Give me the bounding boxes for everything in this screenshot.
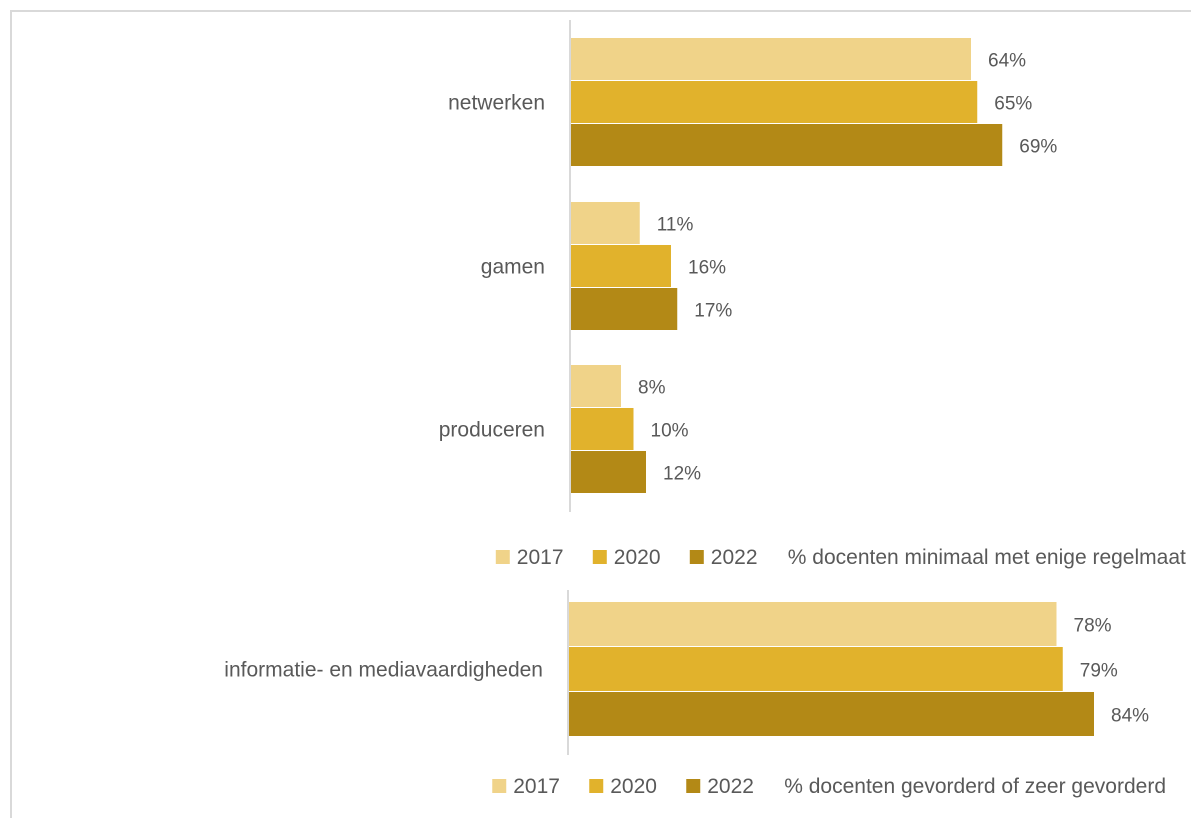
legend-swatch-2022 [686, 779, 701, 793]
value-label-informatie-en-mediavaardigheden-2017: 78% [1074, 616, 1112, 637]
legend-label-2017: 2017 [517, 546, 564, 569]
bar-netwerken-2017 [571, 38, 971, 80]
chart-2: informatie- en mediavaardigheden 78% 79% 84… [224, 590, 1166, 798]
value-label-informatie-en-mediavaardigheden-2022: 84% [1111, 706, 1149, 727]
value-label-gamen-2022: 17% [694, 301, 732, 322]
legend-note: % docenten gevorderd of zeer gevorderd [784, 775, 1166, 798]
bar-gamen-2020 [571, 245, 671, 287]
bar-netwerken-2020 [571, 81, 978, 123]
category-label-gamen: gamen [481, 256, 545, 279]
bar-produceren-2017 [571, 365, 621, 407]
value-label-produceren-2020: 10% [651, 421, 689, 442]
bar-produceren-2022 [571, 451, 646, 493]
bar-gamen-2022 [571, 288, 678, 330]
value-label-netwerken-2020: 65% [994, 94, 1032, 115]
legend-label-2020: 2020 [610, 775, 657, 798]
bar-gamen-2017 [571, 202, 640, 244]
legend-label-2020: 2020 [614, 546, 661, 569]
value-label-gamen-2017: 11% [657, 215, 694, 236]
chart-1: netwerken 64% 65% 69% gamen 11% 16% 17% producer… [439, 20, 1186, 569]
legend-label-2022: 2022 [711, 546, 758, 569]
value-label-netwerken-2017: 64% [988, 51, 1026, 72]
frame-top-border [10, 10, 1191, 12]
legend-swatch-2017 [492, 779, 507, 793]
value-label-gamen-2020: 16% [688, 258, 726, 279]
legend-1: 2017 2020 2022 % docenten minimaal met enig… [495, 546, 1186, 569]
category-label-produceren: produceren [439, 419, 545, 442]
value-label-produceren-2017: 8% [638, 378, 666, 399]
category-label-netwerken: netwerken [448, 92, 545, 115]
value-label-informatie-en-mediavaardigheden-2020: 79% [1080, 661, 1118, 682]
frame-left-border [10, 10, 12, 818]
bar-netwerken-2022 [571, 124, 1003, 166]
bar-informatie-en-mediavaardigheden-2020 [569, 647, 1063, 691]
value-label-netwerken-2022: 69% [1019, 137, 1057, 158]
legend-label-2017: 2017 [513, 775, 560, 798]
value-label-produceren-2022: 12% [663, 464, 701, 485]
bar-informatie-en-mediavaardigheden-2022 [569, 692, 1094, 736]
legend-2: 2017 2020 2022 % docenten gevorderd of zeer… [492, 775, 1166, 798]
bar-informatie-en-mediavaardigheden-2017 [569, 602, 1057, 646]
legend-note: % docenten minimaal met enige regelmaat [788, 546, 1186, 569]
category-label-informatie-en-mediavaardigheden: informatie- en mediavaardigheden [224, 659, 543, 682]
legend-swatch-2022 [689, 550, 704, 564]
legend-swatch-2020 [592, 550, 607, 564]
legend-label-2022: 2022 [707, 775, 754, 798]
legend-swatch-2020 [589, 779, 604, 793]
bar-produceren-2020 [571, 408, 634, 450]
legend-swatch-2017 [495, 550, 510, 564]
